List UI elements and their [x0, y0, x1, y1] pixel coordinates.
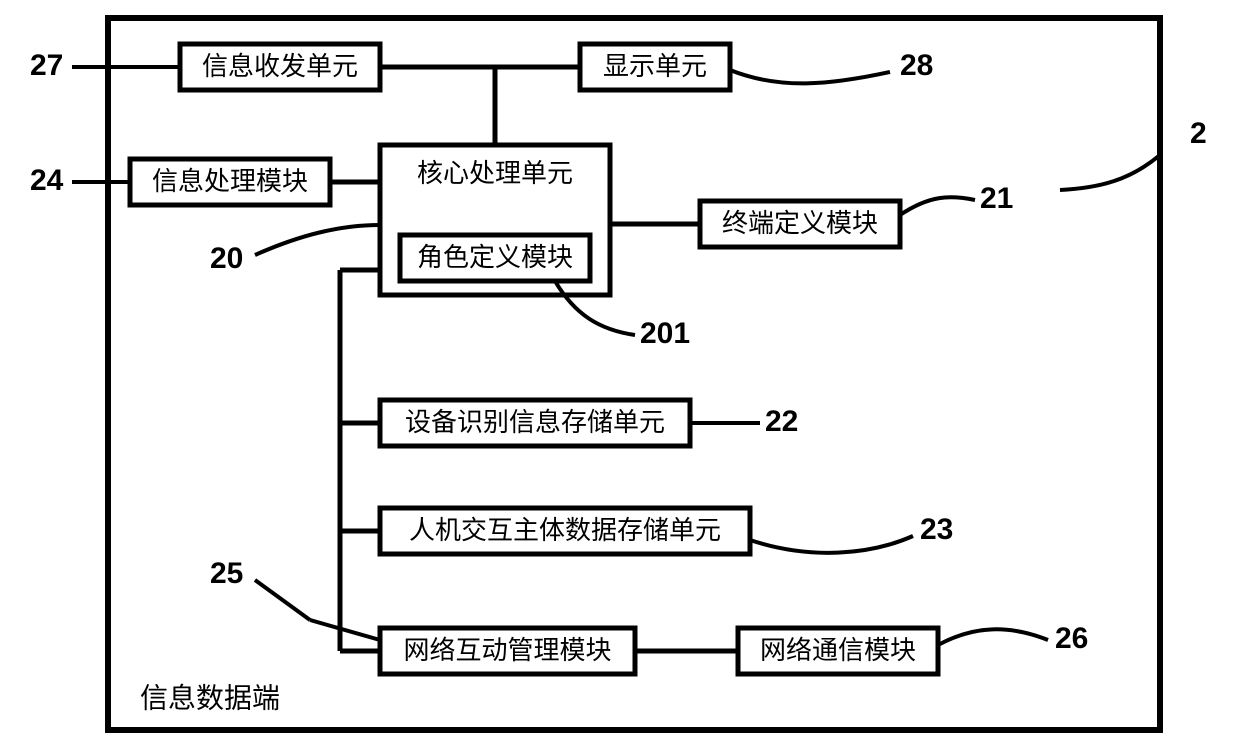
ref-num-2: 2 [1190, 117, 1207, 150]
info-processing-module-label: 信息处理模块 [152, 166, 308, 196]
ref-num-27: 27 [30, 49, 63, 82]
ref-num-24: 24 [30, 164, 64, 197]
ref-num-22: 22 [765, 405, 798, 438]
ref-num-25: 25 [210, 557, 243, 590]
ref-num-21: 21 [980, 182, 1013, 215]
ref-num-20: 20 [210, 242, 243, 275]
info-transceiver-unit-label: 信息收发单元 [202, 51, 358, 81]
display-unit-label: 显示单元 [603, 51, 707, 81]
network-comm-module-label: 网络通信模块 [760, 635, 916, 665]
ref-num-23: 23 [920, 513, 953, 546]
terminal-definition-module-label: 终端定义模块 [722, 208, 878, 238]
diagram-canvas: 核心处理单元 信息收发单元 显示单元信息处理模块角色定义模块 终端定义模块设备识别信息… [0, 0, 1239, 745]
outer-container [108, 18, 1160, 730]
role-definition-module-label: 角色定义模块 [417, 242, 573, 272]
ref-num-28: 28 [900, 49, 933, 82]
ref-num-26: 26 [1055, 622, 1088, 655]
network-interaction-mgmt-module-label: 网络互动管理模块 [403, 635, 611, 665]
container-title: 信息数据端 [140, 682, 280, 713]
device-id-storage-unit-label: 设备识别信息存储单元 [405, 407, 665, 437]
core-processing-unit-label: 核心处理单元 [417, 158, 573, 188]
ref-num-201: 201 [640, 317, 690, 350]
hci-subject-data-storage-unit-label: 人机交互主体数据存储单元 [409, 515, 721, 545]
